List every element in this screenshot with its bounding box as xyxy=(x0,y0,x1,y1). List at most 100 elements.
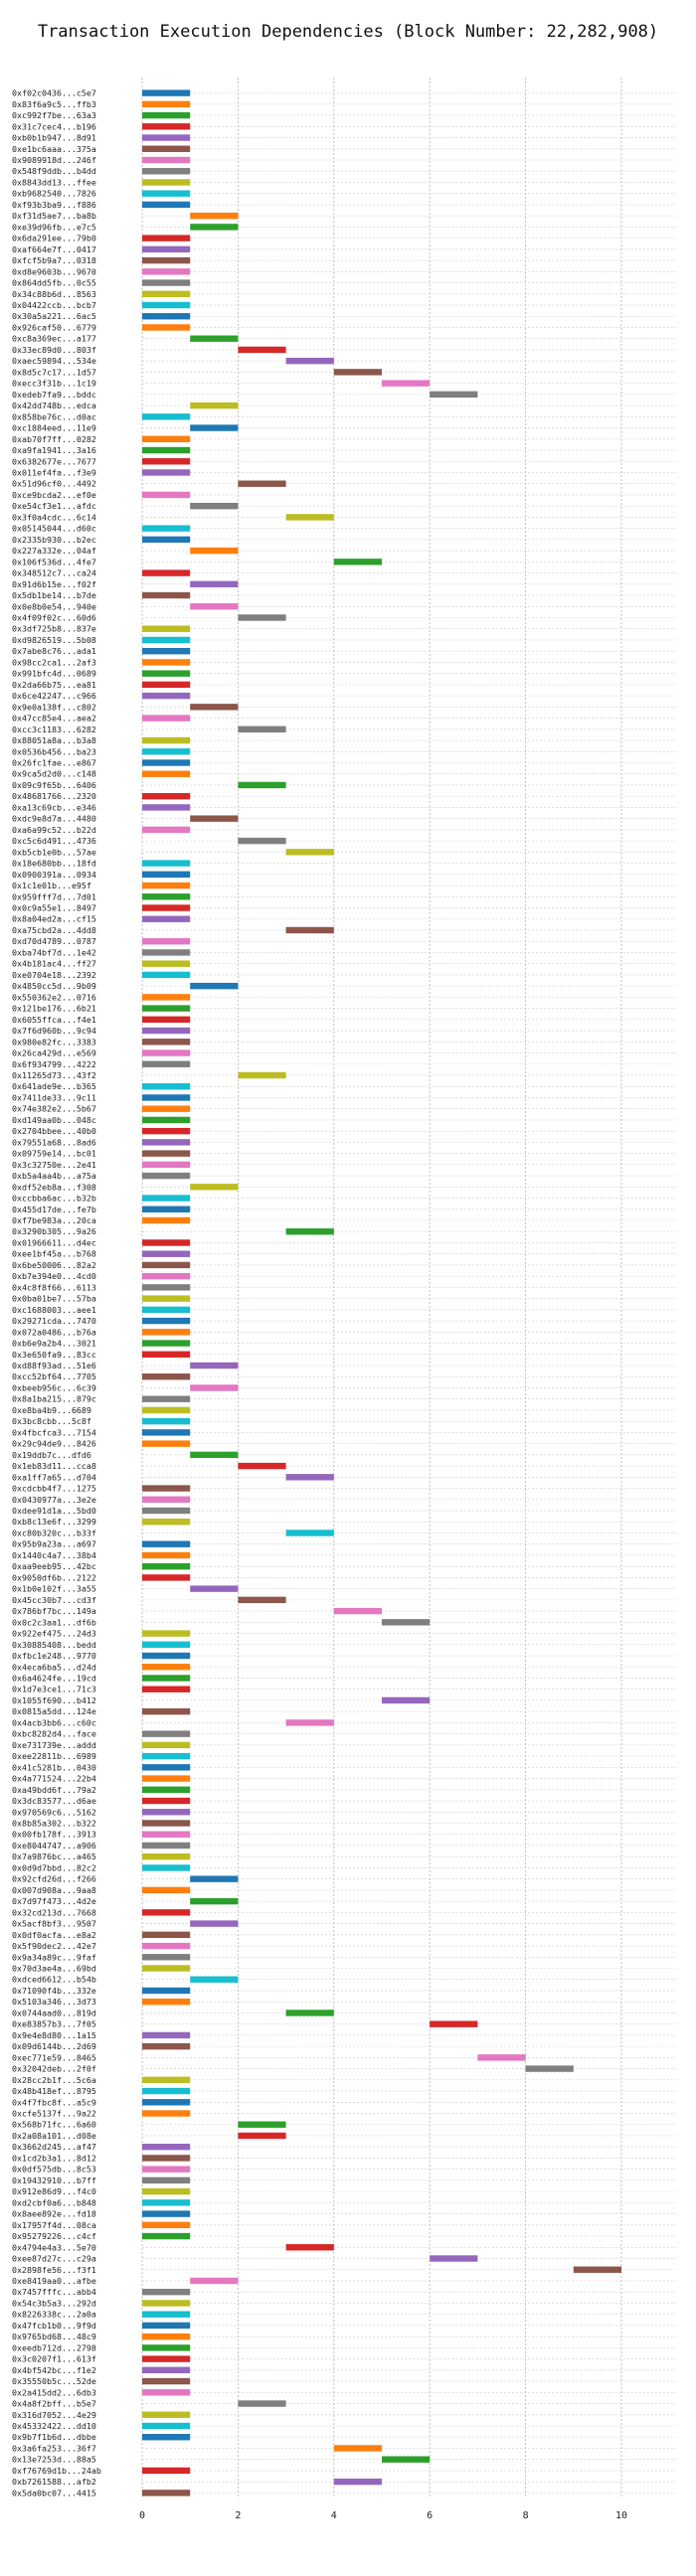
transaction-bar xyxy=(238,2132,286,2140)
transaction-label: 0xe83857b3...7f05 xyxy=(12,2019,96,2029)
transaction-bar xyxy=(142,525,191,532)
transaction-label: 0x26fc1fae...e867 xyxy=(12,758,96,768)
transaction-label: 0x6055ffca...f4e1 xyxy=(12,1015,96,1025)
transaction-bar xyxy=(238,837,286,845)
transaction-bar xyxy=(142,1886,191,1894)
transaction-bar xyxy=(142,1049,191,1056)
transaction-bar xyxy=(142,435,191,442)
transaction-bar xyxy=(190,424,239,431)
transaction-bar xyxy=(142,1216,191,1224)
transaction-bar xyxy=(142,971,191,979)
transaction-label: 0x6ce42247...c966 xyxy=(12,691,96,701)
transaction-label: 0xe39d96fb...e7c5 xyxy=(12,222,96,232)
transaction-label: 0x00fb178f...3913 xyxy=(12,1830,96,1840)
transaction-label: 0x09759e14...bc01 xyxy=(12,1149,96,1159)
transaction-label: 0x6da291ee...79b0 xyxy=(12,234,96,243)
transaction-label: 0x1c1e01b...e95f xyxy=(12,881,91,890)
transaction-label: 0x28cc2b1f...5c6a xyxy=(12,2075,96,2085)
transaction-label: 0xd8e9603b...9670 xyxy=(12,266,96,276)
transaction-label: 0xa1ff7a65...d704 xyxy=(12,1472,96,1482)
transaction-bar xyxy=(142,1931,191,1939)
transaction-label: 0xcdcbb4f7...1275 xyxy=(12,1484,96,1494)
transaction-bar xyxy=(142,2490,191,2496)
transaction-bar xyxy=(142,2322,191,2330)
transaction-label: 0x3662d245...af47 xyxy=(12,2142,96,2152)
transaction-bar xyxy=(238,614,286,621)
transaction-bar xyxy=(142,2076,191,2084)
transaction-label: 0x0815a5dd...124e xyxy=(12,1706,96,1716)
transaction-bar xyxy=(142,179,191,186)
transaction-bar xyxy=(142,2210,191,2217)
transaction-label: 0xf93b3ba9...f886 xyxy=(12,200,96,210)
transaction-bar xyxy=(142,2355,191,2362)
transaction-bar xyxy=(142,882,191,889)
transaction-label: 0x926caf50...6779 xyxy=(12,322,96,332)
transaction-label: 0x3290b305...9a26 xyxy=(12,1226,96,1236)
transaction-bar xyxy=(190,580,239,588)
transaction-bar xyxy=(142,2187,191,2195)
transaction-bar xyxy=(142,1797,191,1805)
transaction-bar xyxy=(142,1406,191,1414)
transaction-bar xyxy=(142,804,191,811)
transaction-label: 0x71090f4b...332e xyxy=(12,1986,96,1996)
transaction-label: 0x4794e4a3...5e70 xyxy=(12,2242,96,2252)
transaction-bar xyxy=(238,346,286,354)
x-tick-label: 6 xyxy=(427,2510,433,2521)
transaction-label: 0xedeb7fa9...bddc xyxy=(12,390,96,400)
transaction-label: 0xaec59894...534e xyxy=(12,356,96,366)
transaction-label: 0x29c94de9...8426 xyxy=(12,1439,96,1449)
transaction-label: 0x33ec89d0...803f xyxy=(12,345,96,355)
transaction-bar xyxy=(142,245,191,253)
transaction-label: 0xb5cb1e0b...57ae xyxy=(12,847,96,857)
transaction-bar xyxy=(190,1897,239,1905)
transaction-label: 0xc8a369ec...a177 xyxy=(12,334,96,344)
transaction-label: 0x1cd2b3a1...8d12 xyxy=(12,2153,96,2163)
transaction-label: 0x9765bd68...48c9 xyxy=(12,2332,96,2341)
transaction-label: 0xd149aa0b...048c xyxy=(12,1115,96,1125)
transaction-bar xyxy=(142,279,191,286)
transaction-label: 0x922ef475...24d3 xyxy=(12,1629,96,1639)
transaction-label: 0x0c9a55e1...8497 xyxy=(12,903,96,913)
transaction-bar xyxy=(142,1842,191,1850)
transaction-bar xyxy=(285,849,334,856)
transaction-label: 0x9a34a89c...9faf xyxy=(12,1952,96,1962)
transaction-label: 0xf31d5ae7...ba8b xyxy=(12,211,96,221)
transaction-label: 0xf7be983a...20ca xyxy=(12,1215,96,1225)
transaction-bar xyxy=(333,1607,382,1615)
transaction-label: 0x31c7cec4...b196 xyxy=(12,121,96,131)
transaction-label: 0x9b7f1b6d...dbbe xyxy=(12,2432,96,2442)
transaction-label: 0xb8c13e6f...3299 xyxy=(12,1517,96,1527)
transaction-label: 0xbc8282d4...face xyxy=(12,1729,96,1739)
transaction-bar xyxy=(142,111,191,119)
transaction-bar xyxy=(142,2099,191,2106)
transaction-label: 0xd2cbf0a6...b848 xyxy=(12,2197,96,2207)
transaction-bar xyxy=(142,591,191,599)
transaction-bar xyxy=(142,1295,191,1302)
transaction-bar xyxy=(142,1440,191,1447)
transaction-bar xyxy=(142,1574,191,1581)
transaction-label: 0xee1bf45a...b768 xyxy=(12,1249,96,1259)
transaction-label: 0x4eca6ba5...d24d xyxy=(12,1662,96,1672)
transaction-label: 0x2da66b75...ea81 xyxy=(12,680,96,690)
transaction-label: 0x13e7253d...88a5 xyxy=(12,2455,96,2465)
transaction-label: 0x3bc8cbb...5c8f xyxy=(12,1416,91,1426)
transaction-label: 0x7f6d960b...9c94 xyxy=(12,1026,96,1036)
transaction-label: 0x8aee892e...fd18 xyxy=(12,2209,96,2219)
transaction-label: 0x550362e2...0716 xyxy=(12,992,96,1002)
transaction-bar xyxy=(142,2144,191,2151)
transaction-label: 0xdced6612...b54b xyxy=(12,1975,96,1985)
transaction-bar xyxy=(142,904,191,911)
transaction-label: 0x5db1be14...b7de xyxy=(12,590,96,600)
transaction-label: 0xaa9eeb95...42bc xyxy=(12,1561,96,1571)
transaction-bar xyxy=(142,692,191,700)
transaction-bar xyxy=(142,1150,191,1157)
transaction-label: 0x1d7e3ce1...71c3 xyxy=(12,1685,96,1694)
transaction-label: 0xe0704e18...2392 xyxy=(12,970,96,980)
transaction-bar xyxy=(142,1261,191,1269)
transaction-label: 0x3c0207f1...613f xyxy=(12,2354,96,2364)
transaction-label: 0x0df0acfa...e8a2 xyxy=(12,1930,96,1940)
transaction-label: 0xe1bc6aaa...375a xyxy=(12,144,96,154)
transaction-label: 0x6382677e...7677 xyxy=(12,456,96,466)
transaction-bar xyxy=(142,1764,191,1771)
transaction-label: 0xb0b1b947...8d91 xyxy=(12,133,96,143)
